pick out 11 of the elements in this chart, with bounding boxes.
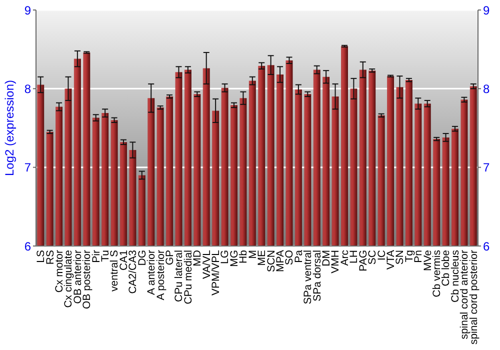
y-tick-label: 7 xyxy=(24,160,32,175)
y2-tick-label: 8 xyxy=(483,82,490,96)
x-tick-label: CPu medial xyxy=(182,250,194,304)
y2-tick-label: 7 xyxy=(483,160,490,175)
y-tick-label: 6 xyxy=(24,239,32,254)
y-tick-label: 9 xyxy=(24,3,32,18)
y-axis-title: Log2 (expression) xyxy=(2,80,16,176)
y2-tick-label: 6 xyxy=(483,239,490,254)
y-tick-label: 8 xyxy=(24,82,32,96)
x-tick-label: SPa dorsal xyxy=(311,250,324,302)
y2-tick-label: 9 xyxy=(483,3,490,18)
